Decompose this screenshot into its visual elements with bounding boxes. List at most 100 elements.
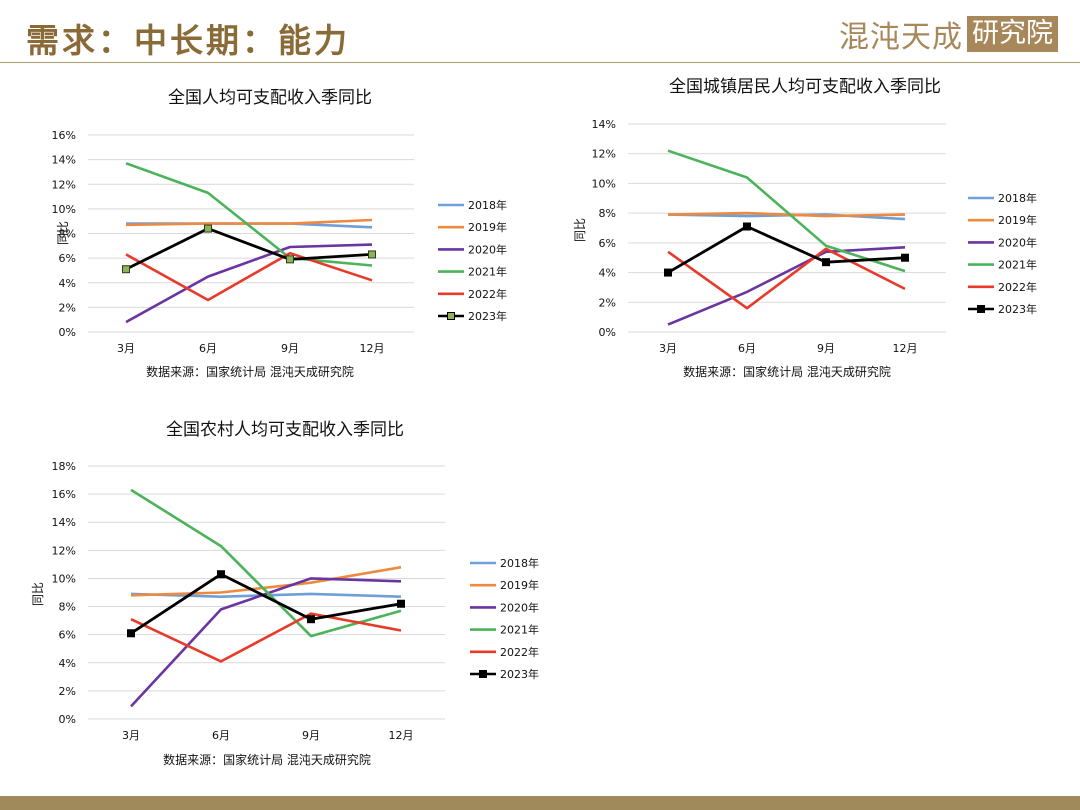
y-axis-label: 同比 <box>573 218 587 242</box>
y-tick-label: 2% <box>599 296 616 309</box>
y-tick-label: 10% <box>52 572 76 585</box>
y-tick-label: 4% <box>59 277 76 290</box>
series-line-2020年 <box>667 246 906 326</box>
header-divider <box>0 62 1080 63</box>
series-line-2022年 <box>130 612 402 663</box>
legend-label: 2023年 <box>998 302 1037 316</box>
y-tick-label: 12% <box>592 148 616 161</box>
chart-national-income: 全国人均可支配收入季同比 0% 2% 4% 6% 8% 10% 12% 14% 16% 同比 3月 6月… <box>52 88 507 379</box>
chart-title: 全国城镇居民人均可支配收入季同比 <box>669 77 941 97</box>
x-tick-label: 12月 <box>360 342 385 355</box>
data-point-2023 <box>901 253 909 262</box>
y-axis-label: 同比 <box>31 582 45 606</box>
y-tick-label: 10% <box>52 203 76 216</box>
logo: 混沌天成 研究院 <box>839 14 1058 55</box>
series-line-2023年 <box>130 572 402 635</box>
y-tick-label: 6% <box>599 237 616 250</box>
legend-marker <box>479 670 487 678</box>
footer-bar <box>0 796 1080 810</box>
y-tick-label: 0% <box>599 326 616 339</box>
y-tick-label: 4% <box>599 267 616 280</box>
y-tick-label: 2% <box>59 301 76 314</box>
x-tick-label: 3月 <box>122 729 140 742</box>
y-tick-label: 6% <box>59 629 76 642</box>
y-tick-label: 14% <box>52 154 76 167</box>
y-tick-label: 10% <box>592 177 616 190</box>
legend-label: 2018年 <box>500 556 539 570</box>
legend-label: 2022年 <box>998 280 1037 294</box>
chart-group: 全国人均可支配收入季同比 0% 2% 4% 6% 8% 10% 12% 14% 16% 同比 3月 6月… <box>52 88 507 379</box>
y-tick-label: 2% <box>59 685 76 698</box>
chart-group: 全国城镇居民人均可支配收入季同比 0% 2% 4% 6% 8% 10% 12% 14% 同比 3月 6… <box>573 77 1037 379</box>
x-tick-label: 9月 <box>281 342 299 355</box>
series-line-2019年 <box>130 565 402 597</box>
y-tick-label: 12% <box>52 544 76 557</box>
data-point-2023 <box>204 224 212 233</box>
y-axis-label: 同比 <box>56 221 70 245</box>
data-point-2023 <box>397 599 405 608</box>
legend-label: 2022年 <box>500 645 539 659</box>
legend-label: 2021年 <box>500 623 539 637</box>
y-tick-label: 8% <box>599 207 616 220</box>
series-line-2022年 <box>667 247 906 310</box>
y-tick-label: 16% <box>52 129 76 142</box>
series-line-2021年 <box>125 162 373 267</box>
y-tick-label: 4% <box>59 657 76 670</box>
legend-label: 2019年 <box>998 213 1037 227</box>
source-note: 数据来源：国家统计局 混沌天成研究院 <box>163 752 371 767</box>
legend-label: 2021年 <box>468 265 507 279</box>
legend-label: 2023年 <box>500 667 539 681</box>
data-point-2023 <box>127 629 135 638</box>
legend-label: 2019年 <box>500 578 539 592</box>
x-tick-label: 6月 <box>738 342 756 355</box>
data-point-2023 <box>743 222 751 231</box>
chart-rural-income: 全国农村人均可支配收入季同比 0% 2% 4% 6% 8% 10% 12% 14% 16% 18% 同… <box>31 420 539 767</box>
y-tick-label: 8% <box>59 228 76 241</box>
x-tick-label: 12月 <box>893 342 918 355</box>
chart-title: 全国人均可支配收入季同比 <box>168 88 372 108</box>
legend-label: 2019年 <box>468 220 507 234</box>
y-tick-label: 18% <box>52 460 76 473</box>
x-tick-label: 6月 <box>199 342 217 355</box>
series-line-2021年 <box>667 149 906 273</box>
chart-urban-income: 全国城镇居民人均可支配收入季同比 0% 2% 4% 6% 8% 10% 12% 14% 同比 3月 6… <box>573 77 1037 379</box>
series-line-2021年 <box>130 488 402 638</box>
x-tick-label: 3月 <box>117 342 135 355</box>
legend-label: 2020年 <box>468 242 507 256</box>
x-tick-label: 12月 <box>389 729 414 742</box>
legend-label: 2018年 <box>468 198 507 212</box>
y-tick-label: 0% <box>59 326 76 339</box>
data-point-2023 <box>286 255 294 264</box>
x-tick-label: 9月 <box>302 729 320 742</box>
series-line-2023年 <box>125 227 373 271</box>
data-point-2023 <box>217 570 225 579</box>
data-point-2023 <box>664 268 672 277</box>
logo-text: 混沌天成 <box>839 20 963 55</box>
y-tick-label: 16% <box>52 488 76 501</box>
legend-marker <box>447 312 455 320</box>
source-note: 数据来源：国家统计局 混沌天成研究院 <box>146 364 354 379</box>
x-tick-label: 9月 <box>817 342 835 355</box>
legend-label: 2020年 <box>998 235 1037 249</box>
legend-marker <box>977 305 985 313</box>
data-point-2023 <box>307 615 315 624</box>
chart-group: 全国农村人均可支配收入季同比 0% 2% 4% 6% 8% 10% 12% 14% 16% 18% 同… <box>31 420 539 767</box>
series-line-2019年 <box>125 218 373 227</box>
data-point-2023 <box>368 250 376 259</box>
data-point-2023 <box>122 265 130 274</box>
y-tick-label: 8% <box>59 601 76 614</box>
series-line-2019年 <box>667 211 906 218</box>
series-line-2023年 <box>667 225 906 274</box>
x-tick-label: 3月 <box>659 342 677 355</box>
y-tick-label: 14% <box>52 516 76 529</box>
chart-title: 全国农村人均可支配收入季同比 <box>166 420 404 440</box>
x-tick-label: 6月 <box>212 729 230 742</box>
legend-label: 2021年 <box>998 258 1037 272</box>
y-tick-label: 12% <box>52 178 76 191</box>
data-point-2023 <box>822 258 830 267</box>
page-title: 需求：中长期：能力 <box>26 21 350 60</box>
series-line-2022年 <box>125 251 373 302</box>
series-line-2020年 <box>125 243 373 324</box>
source-note: 数据来源：国家统计局 混沌天成研究院 <box>683 364 891 379</box>
logo-box-text: 研究院 <box>967 16 1058 52</box>
